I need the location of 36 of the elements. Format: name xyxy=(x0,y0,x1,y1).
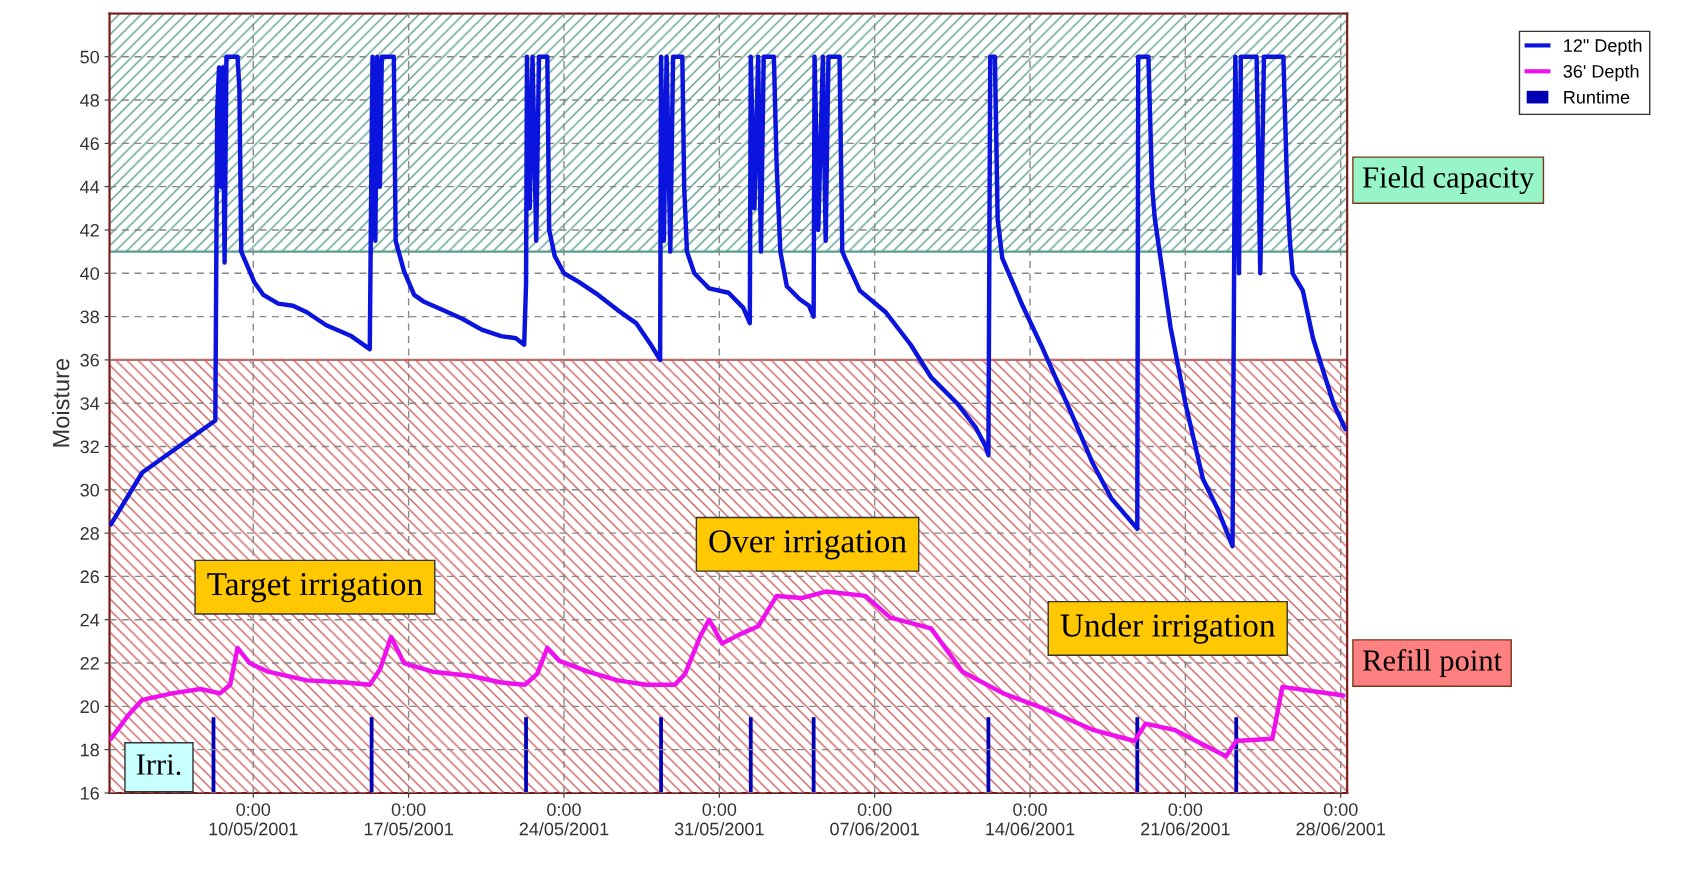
y-tick-label: 16 xyxy=(81,786,99,800)
legend-label: Runtime xyxy=(1564,90,1630,104)
x-tick-label: 0:00 17/05/2001 xyxy=(364,803,453,836)
band-label: Field capacity xyxy=(1362,166,1535,195)
y-tick-label: 46 xyxy=(80,137,99,151)
y-tick-label: 38 xyxy=(80,310,99,324)
y-tick-label: 50 xyxy=(80,50,100,64)
legend-label: 36' Depth xyxy=(1563,64,1639,82)
x-tick-label: 0:00 31/05/2001 xyxy=(674,803,764,836)
y-axis-title: Moisture xyxy=(52,358,70,447)
y-tick-label: 40 xyxy=(80,267,100,280)
band-label: Refill point xyxy=(1362,649,1502,678)
annotation: Irri. xyxy=(136,754,181,776)
y-tick-label: 44 xyxy=(80,180,100,194)
x-tick-label: 0:00 28/06/2001 xyxy=(1296,803,1386,836)
x-tick-label: 0:00 24/05/2001 xyxy=(519,803,609,836)
y-tick-label: 34 xyxy=(80,397,100,410)
y-tick-label: 42 xyxy=(80,223,99,237)
legend-label: 12" Depth xyxy=(1564,38,1642,56)
y-tick-label: 48 xyxy=(80,93,99,107)
x-tick-label: 0:00 07/06/2001 xyxy=(830,803,919,836)
y-tick-label: 18 xyxy=(81,743,99,757)
x-tick-label: 0:00 14/06/2001 xyxy=(986,803,1075,836)
x-tick-label: 0:00 10/05/2001 xyxy=(209,803,298,836)
y-tick-label: 32 xyxy=(80,440,99,454)
x-tick-label: 0:00 21/06/2001 xyxy=(1141,803,1230,836)
annotation: Over irrigation xyxy=(709,530,907,560)
annotation: Under irrigation xyxy=(1060,613,1276,644)
y-tick-label: 28 xyxy=(80,527,99,540)
y-tick-label: 24 xyxy=(80,613,100,627)
y-tick-label: 20 xyxy=(80,700,100,714)
annotation: Target irrigation xyxy=(207,573,423,603)
y-tick-label: 30 xyxy=(80,483,100,497)
y-tick-label: 36 xyxy=(80,353,99,367)
y-tick-label: 22 xyxy=(80,656,99,670)
y-tick-label: 26 xyxy=(80,570,99,584)
